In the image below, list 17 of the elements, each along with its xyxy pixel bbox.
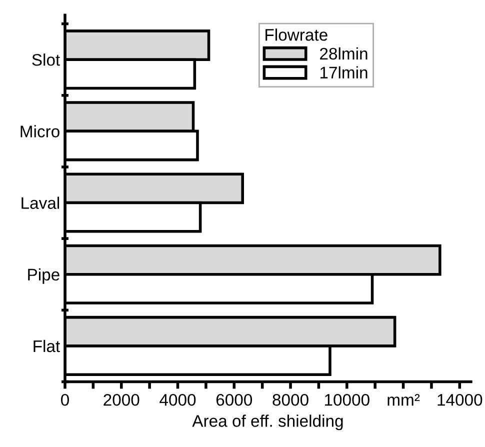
x-tick-label: 0 — [61, 394, 69, 406]
x-tick-label: 8000 — [272, 394, 308, 406]
y-tick-label: Micro — [20, 125, 60, 138]
x-tick-label: mm² — [388, 394, 420, 406]
y-tick-label: Slot — [32, 54, 60, 66]
x-axis-title: Area of eff. shielding — [192, 414, 343, 430]
legend-label: 17lmin — [320, 66, 368, 78]
x-tick-label: 4000 — [160, 394, 196, 406]
x-tick-label: 10000 — [324, 394, 370, 406]
y-tick-label: Flat — [34, 340, 60, 352]
x-tick-label: 14000 — [438, 394, 482, 406]
y-tick-label: Pipe — [28, 268, 60, 284]
legend-label: 28lmin — [320, 47, 368, 60]
legend-title: Flowrate — [266, 28, 328, 41]
y-tick-label: Laval — [22, 196, 60, 209]
x-tick-label: 2000 — [104, 394, 140, 406]
x-tick-label: 6000 — [216, 394, 252, 406]
